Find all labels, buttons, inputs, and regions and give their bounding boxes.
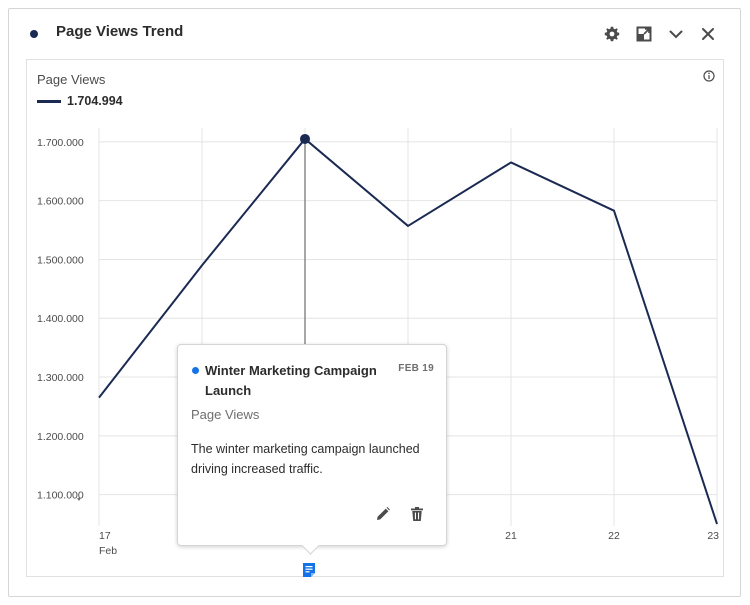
x-tick-label: 23 [707, 530, 719, 542]
pencil-icon [377, 507, 390, 520]
series-line-page-views [98, 137, 718, 525]
annotation-color-dot [192, 367, 199, 374]
panel-header: Page Views Trend [9, 9, 740, 57]
x-tick-label: 17 [99, 530, 111, 542]
gear-icon [604, 26, 620, 42]
expand-icon [636, 26, 652, 42]
edit-annotation-button[interactable] [372, 503, 394, 525]
x-tick-label: 22 [608, 530, 620, 542]
y-tick-label: 1.600.000 [37, 196, 84, 208]
legend: 1.704.994 [37, 94, 123, 108]
annotation-date: FEB 19 [398, 363, 434, 374]
axis-marker [77, 498, 81, 501]
info-icon[interactable] [703, 70, 715, 82]
page-views-panel: Page Views Trend Page Views [8, 8, 741, 597]
annotation-description: The winter marketing campaign launched d… [191, 442, 420, 476]
close-button[interactable] [697, 23, 719, 45]
metric-name: Page Views [37, 72, 106, 87]
settings-button[interactable] [601, 23, 623, 45]
y-tick-label: 1.100.000 [37, 490, 84, 502]
x-tick-sublabel: Feb [99, 545, 117, 557]
annotation-title: Winter Marketing Campaign Launch [205, 363, 377, 398]
highlighted-data-point [300, 133, 310, 144]
panel-title: Page Views Trend [56, 23, 184, 40]
line-chart-visualization: Page Views 1.704.994 1.100.000 1.200.000 1… [26, 59, 724, 577]
legend-value: 1.704.994 [67, 94, 123, 108]
collapse-button[interactable] [665, 23, 687, 45]
annotation-metric: Page Views [191, 407, 260, 422]
close-icon [702, 28, 714, 40]
delete-annotation-button[interactable] [406, 503, 428, 525]
expand-button[interactable] [633, 23, 655, 45]
y-tick-label: 1.200.000 [37, 431, 84, 443]
y-tick-label: 1.500.000 [37, 254, 84, 266]
annotation-icon[interactable] [301, 562, 317, 578]
y-tick-label: 1.400.000 [37, 313, 84, 325]
legend-swatch [37, 99, 61, 103]
title-dot [30, 30, 38, 38]
y-tick-label: 1.300.000 [37, 372, 84, 384]
x-tick-label: 21 [505, 530, 517, 542]
chevron-down-icon [669, 30, 683, 39]
annotation-tooltip: Winter Marketing Campaign Launch FEB 19 … [177, 344, 447, 546]
trash-icon [411, 507, 423, 521]
y-tick-label: 1.700.000 [37, 137, 84, 149]
